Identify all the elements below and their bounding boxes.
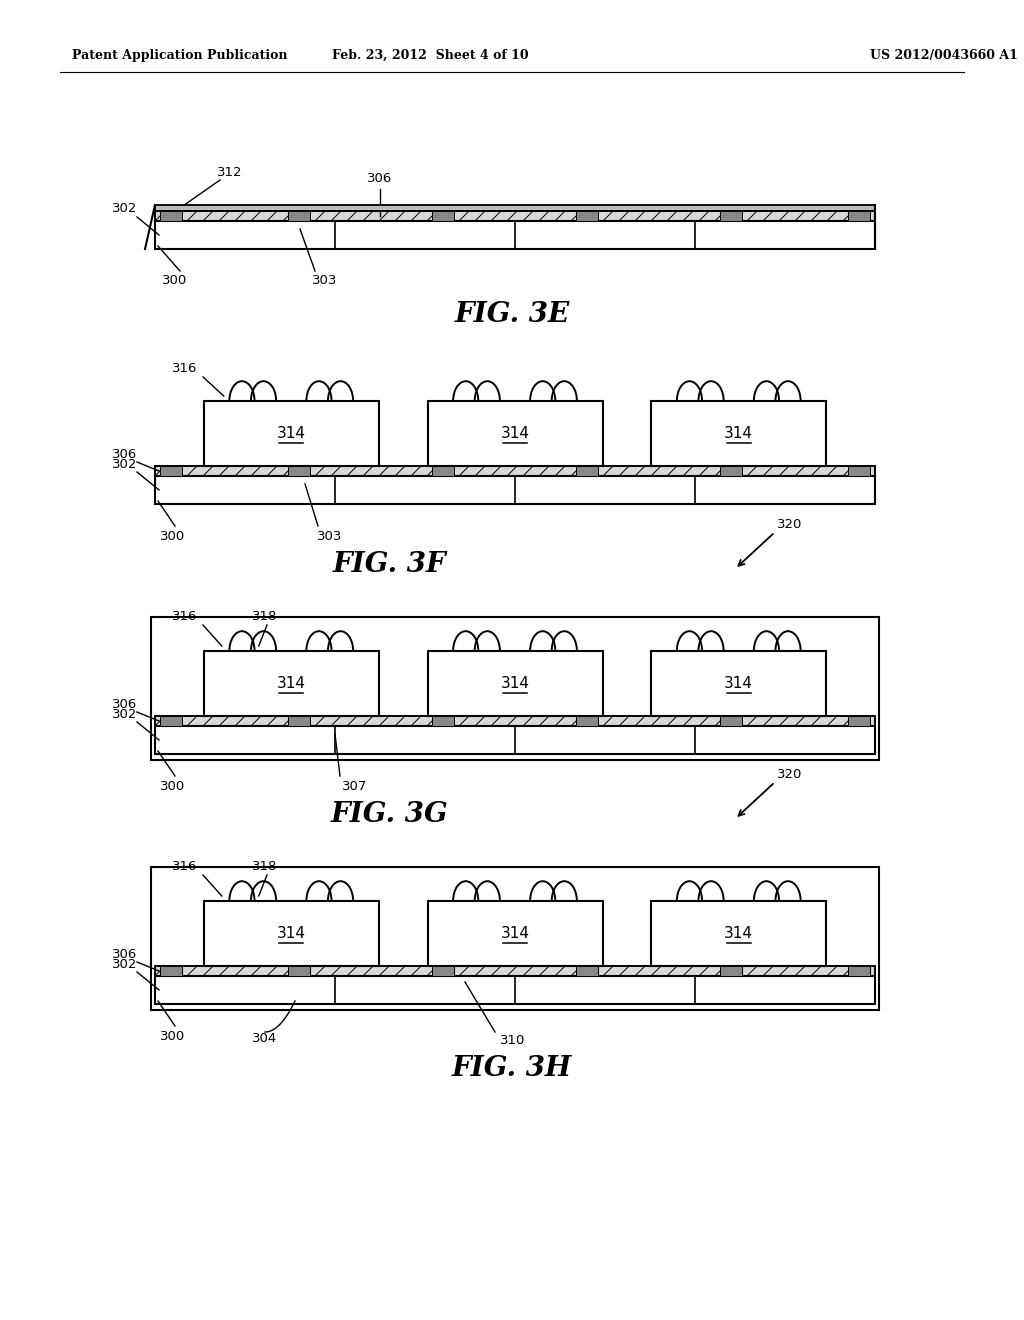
Bar — [651, 902, 826, 966]
Bar — [155, 211, 874, 220]
Bar — [204, 651, 379, 715]
Text: 320: 320 — [777, 517, 803, 531]
Bar — [155, 466, 874, 477]
Bar — [432, 466, 454, 477]
Bar — [155, 715, 874, 726]
Text: 314: 314 — [501, 426, 529, 441]
Bar — [848, 466, 870, 477]
Bar — [155, 726, 874, 754]
Bar — [432, 715, 454, 726]
Bar — [720, 466, 742, 477]
Text: 314: 314 — [276, 676, 306, 690]
Bar — [288, 466, 310, 477]
Text: FIG. 3E: FIG. 3E — [455, 301, 569, 327]
Text: 300: 300 — [161, 529, 185, 543]
Text: 302: 302 — [113, 458, 137, 470]
Text: 303: 303 — [312, 275, 338, 288]
Text: 306: 306 — [113, 948, 137, 961]
Bar — [427, 651, 602, 715]
Bar — [155, 966, 874, 975]
Text: Feb. 23, 2012  Sheet 4 of 10: Feb. 23, 2012 Sheet 4 of 10 — [332, 49, 528, 62]
Text: 316: 316 — [172, 363, 198, 375]
Text: 304: 304 — [252, 1032, 278, 1045]
Text: 314: 314 — [724, 676, 754, 690]
Bar — [848, 211, 870, 220]
Bar — [575, 715, 598, 726]
Text: 307: 307 — [342, 780, 368, 792]
Text: FIG. 3F: FIG. 3F — [333, 550, 446, 578]
Bar — [204, 902, 379, 966]
Bar — [155, 211, 874, 220]
Text: 316: 316 — [172, 861, 198, 874]
Text: 314: 314 — [724, 927, 754, 941]
Bar — [288, 211, 310, 220]
Bar — [155, 715, 874, 726]
Bar — [155, 975, 874, 1005]
Bar — [288, 966, 310, 975]
Bar — [651, 651, 826, 715]
Bar — [155, 205, 874, 211]
Bar — [651, 401, 826, 466]
Bar — [160, 211, 182, 220]
Bar — [575, 966, 598, 975]
Bar — [427, 401, 602, 466]
Text: 303: 303 — [317, 529, 343, 543]
Bar — [575, 211, 598, 220]
Bar — [432, 966, 454, 975]
Bar — [720, 211, 742, 220]
Bar — [151, 616, 879, 760]
Text: 314: 314 — [501, 676, 529, 690]
Text: 314: 314 — [276, 927, 306, 941]
Bar — [155, 466, 874, 477]
Text: 300: 300 — [161, 780, 185, 792]
Bar — [155, 477, 874, 504]
Text: 306: 306 — [113, 697, 137, 710]
Text: 302: 302 — [113, 957, 137, 970]
Bar — [151, 867, 879, 1010]
Text: US 2012/0043660 A1: US 2012/0043660 A1 — [870, 49, 1018, 62]
Text: 306: 306 — [368, 173, 392, 186]
Text: Patent Application Publication: Patent Application Publication — [72, 49, 288, 62]
Bar — [204, 401, 379, 466]
Bar — [288, 715, 310, 726]
Text: 318: 318 — [252, 610, 278, 623]
Text: 300: 300 — [163, 275, 187, 288]
Text: 302: 302 — [113, 708, 137, 721]
Bar — [160, 715, 182, 726]
Bar — [848, 715, 870, 726]
Text: 306: 306 — [113, 447, 137, 461]
Text: 310: 310 — [501, 1034, 525, 1047]
Text: 314: 314 — [724, 426, 754, 441]
Bar — [427, 902, 602, 966]
Bar — [160, 966, 182, 975]
Bar — [720, 966, 742, 975]
Text: 302: 302 — [113, 202, 137, 215]
Text: 312: 312 — [217, 165, 243, 178]
Bar — [155, 966, 874, 975]
Text: 320: 320 — [777, 767, 803, 780]
Text: 314: 314 — [501, 927, 529, 941]
Text: 300: 300 — [161, 1030, 185, 1043]
Bar — [155, 220, 874, 249]
Bar — [160, 466, 182, 477]
Text: 314: 314 — [276, 426, 306, 441]
Text: FIG. 3H: FIG. 3H — [452, 1056, 572, 1082]
Text: 318: 318 — [252, 861, 278, 874]
Text: 316: 316 — [172, 610, 198, 623]
Text: FIG. 3G: FIG. 3G — [331, 800, 449, 828]
Bar — [432, 211, 454, 220]
Bar — [720, 715, 742, 726]
Bar — [575, 466, 598, 477]
Bar — [848, 966, 870, 975]
